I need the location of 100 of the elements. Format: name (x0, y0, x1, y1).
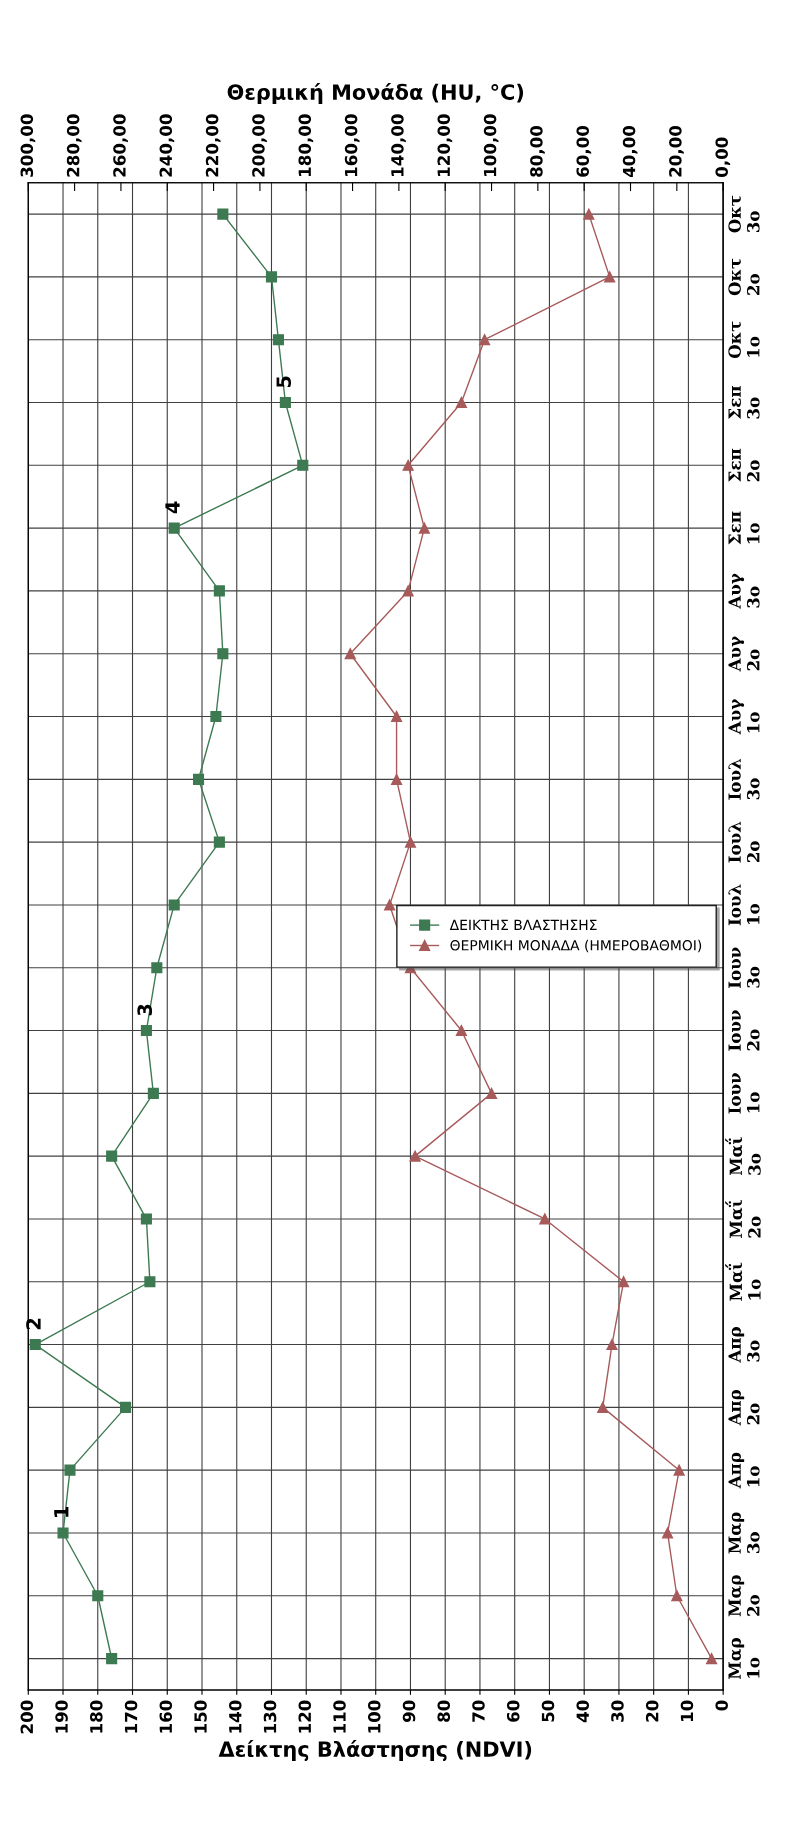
x2-tick-label: 260,00 (113, 114, 128, 177)
x-tick-label: 150 (194, 1700, 207, 1733)
x2-tick-label: 40,00 (622, 125, 638, 178)
point (583, 208, 595, 220)
y-tick-label: Αυγ 2ο (728, 636, 760, 672)
x-tick-label: 160 (159, 1700, 173, 1733)
point (217, 208, 229, 220)
x-tick-label: 100 (367, 1700, 381, 1733)
point (662, 1527, 674, 1539)
point (418, 522, 430, 534)
x-tick-label: 30 (611, 1700, 624, 1722)
x2-axis-title: Θερμική Μονάδα (HU, °C) (227, 82, 524, 104)
point (168, 899, 180, 911)
point (402, 459, 414, 471)
x-tick-label: 70 (472, 1700, 485, 1722)
point (168, 522, 180, 534)
point (192, 773, 205, 785)
y-tick-label: Μαρ 2ο (728, 1575, 760, 1617)
point (57, 1527, 69, 1539)
x-tick-label: 130 (263, 1700, 277, 1733)
y-tick-label: Οκτ 3ο (728, 195, 760, 233)
legend-label: ΘΕΡΜΙΚΗ ΜΟΝΑΔΑ (ΗΜΕΡΟΒΑΘΜΟΙ) (450, 939, 702, 953)
x-axis-title: Δείκτης Βλάστησης (NDVI) (218, 1740, 532, 1762)
annotation: 1 (54, 1506, 69, 1517)
point (384, 899, 396, 911)
x-tick-label: 200 (20, 1700, 34, 1734)
x-tick-label: 120 (298, 1700, 312, 1733)
y-tick-label: Ιουν 1ο (728, 1072, 760, 1114)
x2-tick-label: 200,00 (252, 114, 267, 177)
x2-tick-label: 120,00 (437, 114, 453, 176)
x-tick-label: 190 (55, 1700, 68, 1733)
y-tick-label: Μαΐ 1ο (725, 1262, 761, 1301)
x-tick-label: 50 (541, 1700, 555, 1722)
y-tick-label: Μαΐ 3ο (725, 1137, 761, 1176)
point (485, 1087, 498, 1099)
x2-tick-label: 160,00 (344, 114, 360, 176)
point (217, 648, 229, 660)
point (706, 1653, 718, 1665)
point (455, 1024, 467, 1037)
x-tick-label: 20 (645, 1700, 659, 1722)
point (606, 1339, 618, 1351)
y-tick-label: Σεπ 3ο (728, 386, 760, 419)
x2-tick-label: 80,00 (530, 125, 545, 177)
point (213, 585, 225, 597)
x2-tick-label: 300,00 (20, 114, 36, 177)
x2-tick-label: 100,00 (483, 114, 499, 176)
point (455, 396, 467, 409)
x2-tick-label: 140,00 (391, 114, 406, 176)
point (64, 1464, 76, 1476)
point (140, 1213, 152, 1225)
x2-tick-label: 280,00 (66, 114, 82, 177)
annotation: 3 (137, 1004, 153, 1016)
y-tick-label: Ιουν 2ο (728, 1010, 760, 1051)
point (671, 1590, 683, 1602)
x2-tick-label: 20,00 (669, 125, 684, 177)
point (391, 710, 403, 723)
point (213, 836, 225, 848)
x-tick-label: 10 (680, 1700, 694, 1722)
point (140, 1024, 152, 1037)
x-tick-label: 180 (90, 1700, 103, 1733)
x2-tick-label: 0,00 (715, 137, 731, 178)
point (404, 836, 417, 848)
point (279, 396, 291, 409)
point (618, 1276, 630, 1288)
point (92, 1590, 104, 1602)
x-tick-label: 140 (228, 1700, 242, 1733)
point (402, 585, 414, 597)
x2-tick-label: 240,00 (159, 114, 175, 177)
y-tick-label: Απρ 3ο (728, 1327, 760, 1363)
point (29, 1339, 41, 1351)
point (120, 1401, 132, 1413)
point (479, 334, 491, 346)
y-tick-label: Οκτ 2ο (728, 258, 760, 296)
x2-tick-label: 180,00 (298, 114, 314, 176)
y-tick-label: Ιουλ 2ο (728, 821, 760, 863)
point (147, 1087, 159, 1099)
point (144, 1276, 156, 1288)
point (265, 271, 278, 283)
point (151, 962, 163, 974)
y-tick-label: Ιουν 3ο (728, 947, 760, 988)
y-tick-label: Απρ 2ο (728, 1389, 760, 1426)
y-tick-label: Ιουλ 1ο (728, 884, 760, 926)
y-tick-label: Σεπ 2ο (728, 448, 760, 482)
point (106, 1150, 118, 1162)
annotation: 4 (165, 501, 180, 514)
point (272, 334, 284, 346)
point (297, 459, 309, 471)
y-tick-label: Σεπ 1ο (728, 511, 760, 545)
y-tick-label: Ιουλ 3ο (728, 758, 760, 800)
x-tick-label: 0 (715, 1700, 728, 1711)
x2-tick-label: 220,00 (205, 114, 221, 177)
point (673, 1464, 685, 1476)
annotation: 5 (276, 376, 292, 388)
x-tick-label: 40 (576, 1700, 590, 1723)
y-tick-label: Μαΐ 2ο (725, 1199, 761, 1238)
x2-tick-label: 60,00 (576, 125, 592, 177)
x-tick-label: 80 (437, 1700, 451, 1722)
point (210, 710, 222, 723)
point (344, 648, 356, 660)
legend-label: ΔΕΙΚΤΗΣ ΒΛΑΣΤΗΣΗΣ (449, 919, 597, 930)
